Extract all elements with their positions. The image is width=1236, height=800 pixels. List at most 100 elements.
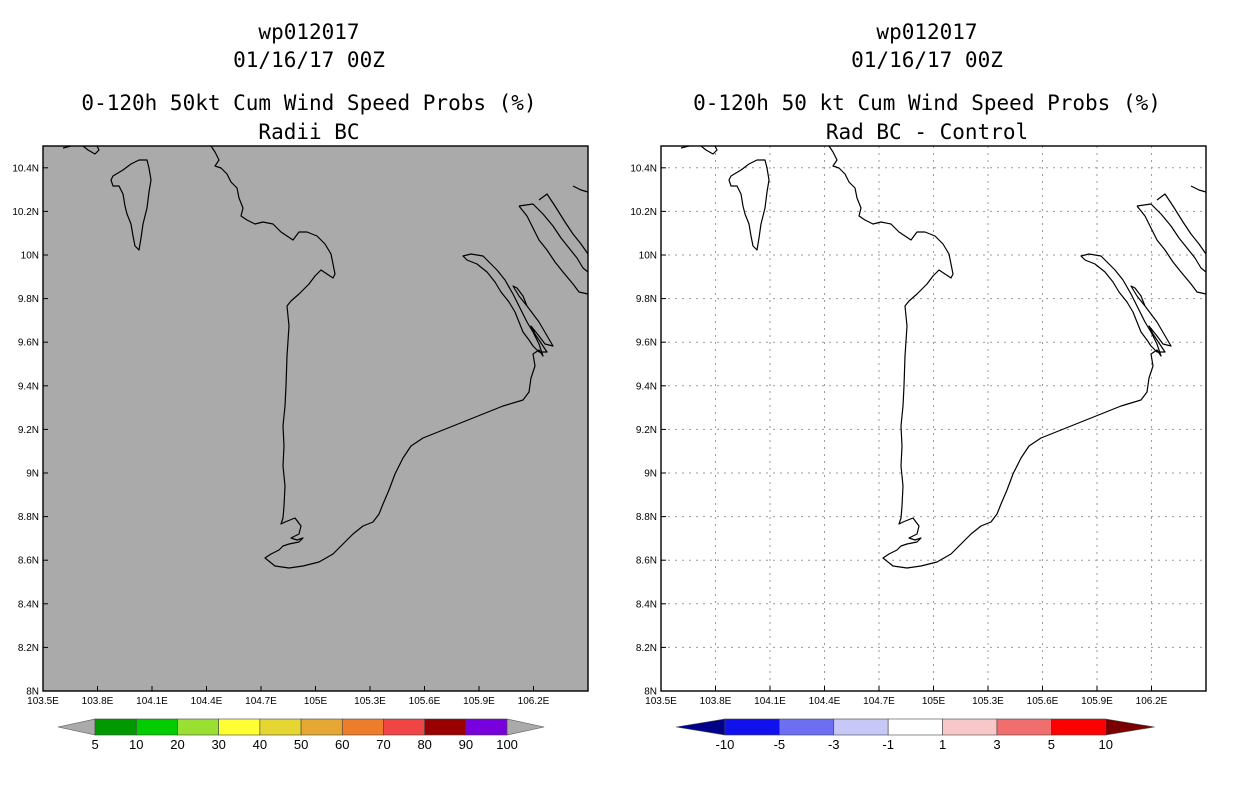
left-lat-labels: 10.4N 10.2N 10N 9.8N 9.6N 9.4N 9.2N 9N 8.8N 8.6N 8… (12, 163, 48, 698)
lon-tick-label: 106.2E (518, 696, 550, 707)
colorbar-swatch (465, 718, 508, 736)
colorbar-swatch (383, 718, 425, 736)
lat-tick-label: 9N (644, 469, 657, 480)
right-title: 0-120h 50 kt Cum Wind Speed Probs (%) (693, 91, 1161, 115)
left-colorbar: 5 10 20 30 40 50 60 70 80 90 100 (57, 718, 545, 752)
lat-tick-label: 10N (21, 251, 39, 262)
colorbar-swatch (833, 718, 889, 736)
left-coast-island (110, 159, 152, 251)
lat-tick-label: 10N (639, 251, 657, 262)
lat-tick-label: 8.4N (636, 599, 657, 610)
colorbar-label: -3 (828, 737, 840, 752)
lon-tick-label: 103.8E (700, 696, 732, 707)
left-coastlines (62, 145, 589, 569)
lon-tick-label: 104.4E (191, 696, 223, 707)
lat-tick-label: 10.4N (630, 163, 657, 174)
right-lat-labels: 10.4N 10.2N 10N 9.8N 9.6N 9.4N 9.2N 9N 8.8N 8.6N 8… (630, 163, 666, 698)
lat-tick-label: 9.4N (636, 381, 657, 392)
lon-tick-label: 105E (304, 696, 328, 707)
lon-tick-label: 106.2E (1136, 696, 1168, 707)
colorbar-swatch (135, 718, 178, 736)
right-coast-north (680, 145, 1207, 569)
right-subtitle: Rad BC - Control (826, 120, 1028, 144)
right-lon-labels: 103.5E 103.8E 104.1E 104.4E 104.7E 105E 105.3E… (645, 686, 1168, 707)
colorbar-swatch (996, 718, 1052, 736)
colorbar-low-arrow (675, 718, 726, 736)
colorbar-label: 90 (459, 737, 473, 752)
lat-tick-label: 8.6N (18, 556, 39, 567)
colorbar-label: -5 (774, 737, 786, 752)
colorbar-swatch (424, 718, 467, 736)
lon-tick-label: 103.8E (82, 696, 114, 707)
left-coast-north (62, 145, 589, 569)
colorbar-low-arrow (57, 718, 96, 736)
colorbar-high-arrow (1105, 718, 1155, 736)
lon-tick-label: 104.1E (754, 696, 786, 707)
left-map-panel: 10.4N 10.2N 10N 9.8N 9.6N 9.4N 9.2N 9N 8.8N 8.6N 8… (12, 145, 589, 707)
colorbar-swatch (887, 718, 943, 736)
lat-tick-label: 9.8N (636, 294, 657, 305)
colorbar-label: 10 (129, 737, 143, 752)
left-storm-id: wp012017 (258, 20, 359, 44)
lon-tick-label: 105.9E (1081, 696, 1113, 707)
colorbar-label: 60 (335, 737, 349, 752)
colorbar-label: 80 (417, 737, 431, 752)
lat-tick-label: 8.8N (18, 512, 39, 523)
colorbar-label: 3 (993, 737, 1000, 752)
lat-tick-label: 8.4N (18, 599, 39, 610)
lat-tick-label: 9.6N (18, 338, 39, 349)
colorbar-swatch (259, 718, 302, 736)
lon-tick-label: 104.4E (809, 696, 841, 707)
colorbar-swatch (218, 718, 261, 736)
lon-tick-label: 105.6E (409, 696, 441, 707)
right-map-background (661, 146, 1206, 691)
left-title: 0-120h 50kt Cum Wind Speed Probs (%) (81, 91, 536, 115)
colorbar-swatch (779, 718, 835, 736)
lat-tick-label: 8.2N (18, 643, 39, 654)
colorbar-swatch (942, 718, 998, 736)
lat-tick-label: 8.6N (636, 556, 657, 567)
lon-tick-label: 105.6E (1027, 696, 1059, 707)
lat-tick-label: 10.2N (630, 207, 657, 218)
lat-tick-label: 9.8N (18, 294, 39, 305)
colorbar-label: 30 (211, 737, 225, 752)
colorbar-label: 1 (939, 737, 946, 752)
colorbar-label: 70 (376, 737, 390, 752)
colorbar-label: 40 (253, 737, 267, 752)
colorbar-high-arrow (506, 718, 545, 736)
lon-tick-label: 104.7E (245, 696, 277, 707)
colorbar-label: 100 (496, 737, 518, 752)
colorbar-swatch (341, 718, 384, 736)
lat-tick-label: 8.8N (636, 512, 657, 523)
right-colorbar: -10 -5 -3 -1 1 3 5 10 (675, 718, 1155, 752)
colorbar-label: 5 (91, 737, 98, 752)
lat-tick-label: 8.2N (636, 643, 657, 654)
colorbar-label: 20 (170, 737, 184, 752)
lon-tick-label: 104.1E (136, 696, 168, 707)
left-subtitle: Radii BC (258, 120, 359, 144)
colorbar-swatch (1051, 718, 1107, 736)
right-storm-id: wp012017 (876, 20, 977, 44)
lat-tick-label: 9.2N (636, 425, 657, 436)
lat-tick-label: 9.2N (18, 425, 39, 436)
right-datetime: 01/16/17 00Z (851, 48, 1003, 72)
colorbar-label: -1 (882, 737, 894, 752)
colorbar-label: 5 (1048, 737, 1055, 752)
right-coastlines (680, 145, 1207, 569)
colorbar-swatch (724, 718, 780, 736)
colorbar-swatch (94, 718, 137, 736)
colorbar-label: -10 (716, 737, 735, 752)
lat-tick-label: 8N (26, 687, 39, 698)
lat-tick-label: 10.2N (12, 207, 39, 218)
left-datetime: 01/16/17 00Z (233, 48, 385, 72)
lat-tick-label: 10.4N (12, 163, 39, 174)
lat-tick-label: 9.4N (18, 381, 39, 392)
colorbar-label: 10 (1099, 737, 1113, 752)
right-map-panel: 10.4N 10.2N 10N 9.8N 9.6N 9.4N 9.2N 9N 8.8N 8.6N 8… (630, 145, 1207, 707)
colorbar-swatch (177, 718, 219, 736)
lon-tick-label: 105E (922, 696, 946, 707)
lat-tick-label: 9N (26, 469, 39, 480)
lon-tick-label: 104.7E (863, 696, 895, 707)
left-lon-labels: 103.5E 103.8E 104.1E 104.4E 104.7E 105E 105.3E… (27, 686, 550, 707)
colorbar-swatch (300, 718, 343, 736)
